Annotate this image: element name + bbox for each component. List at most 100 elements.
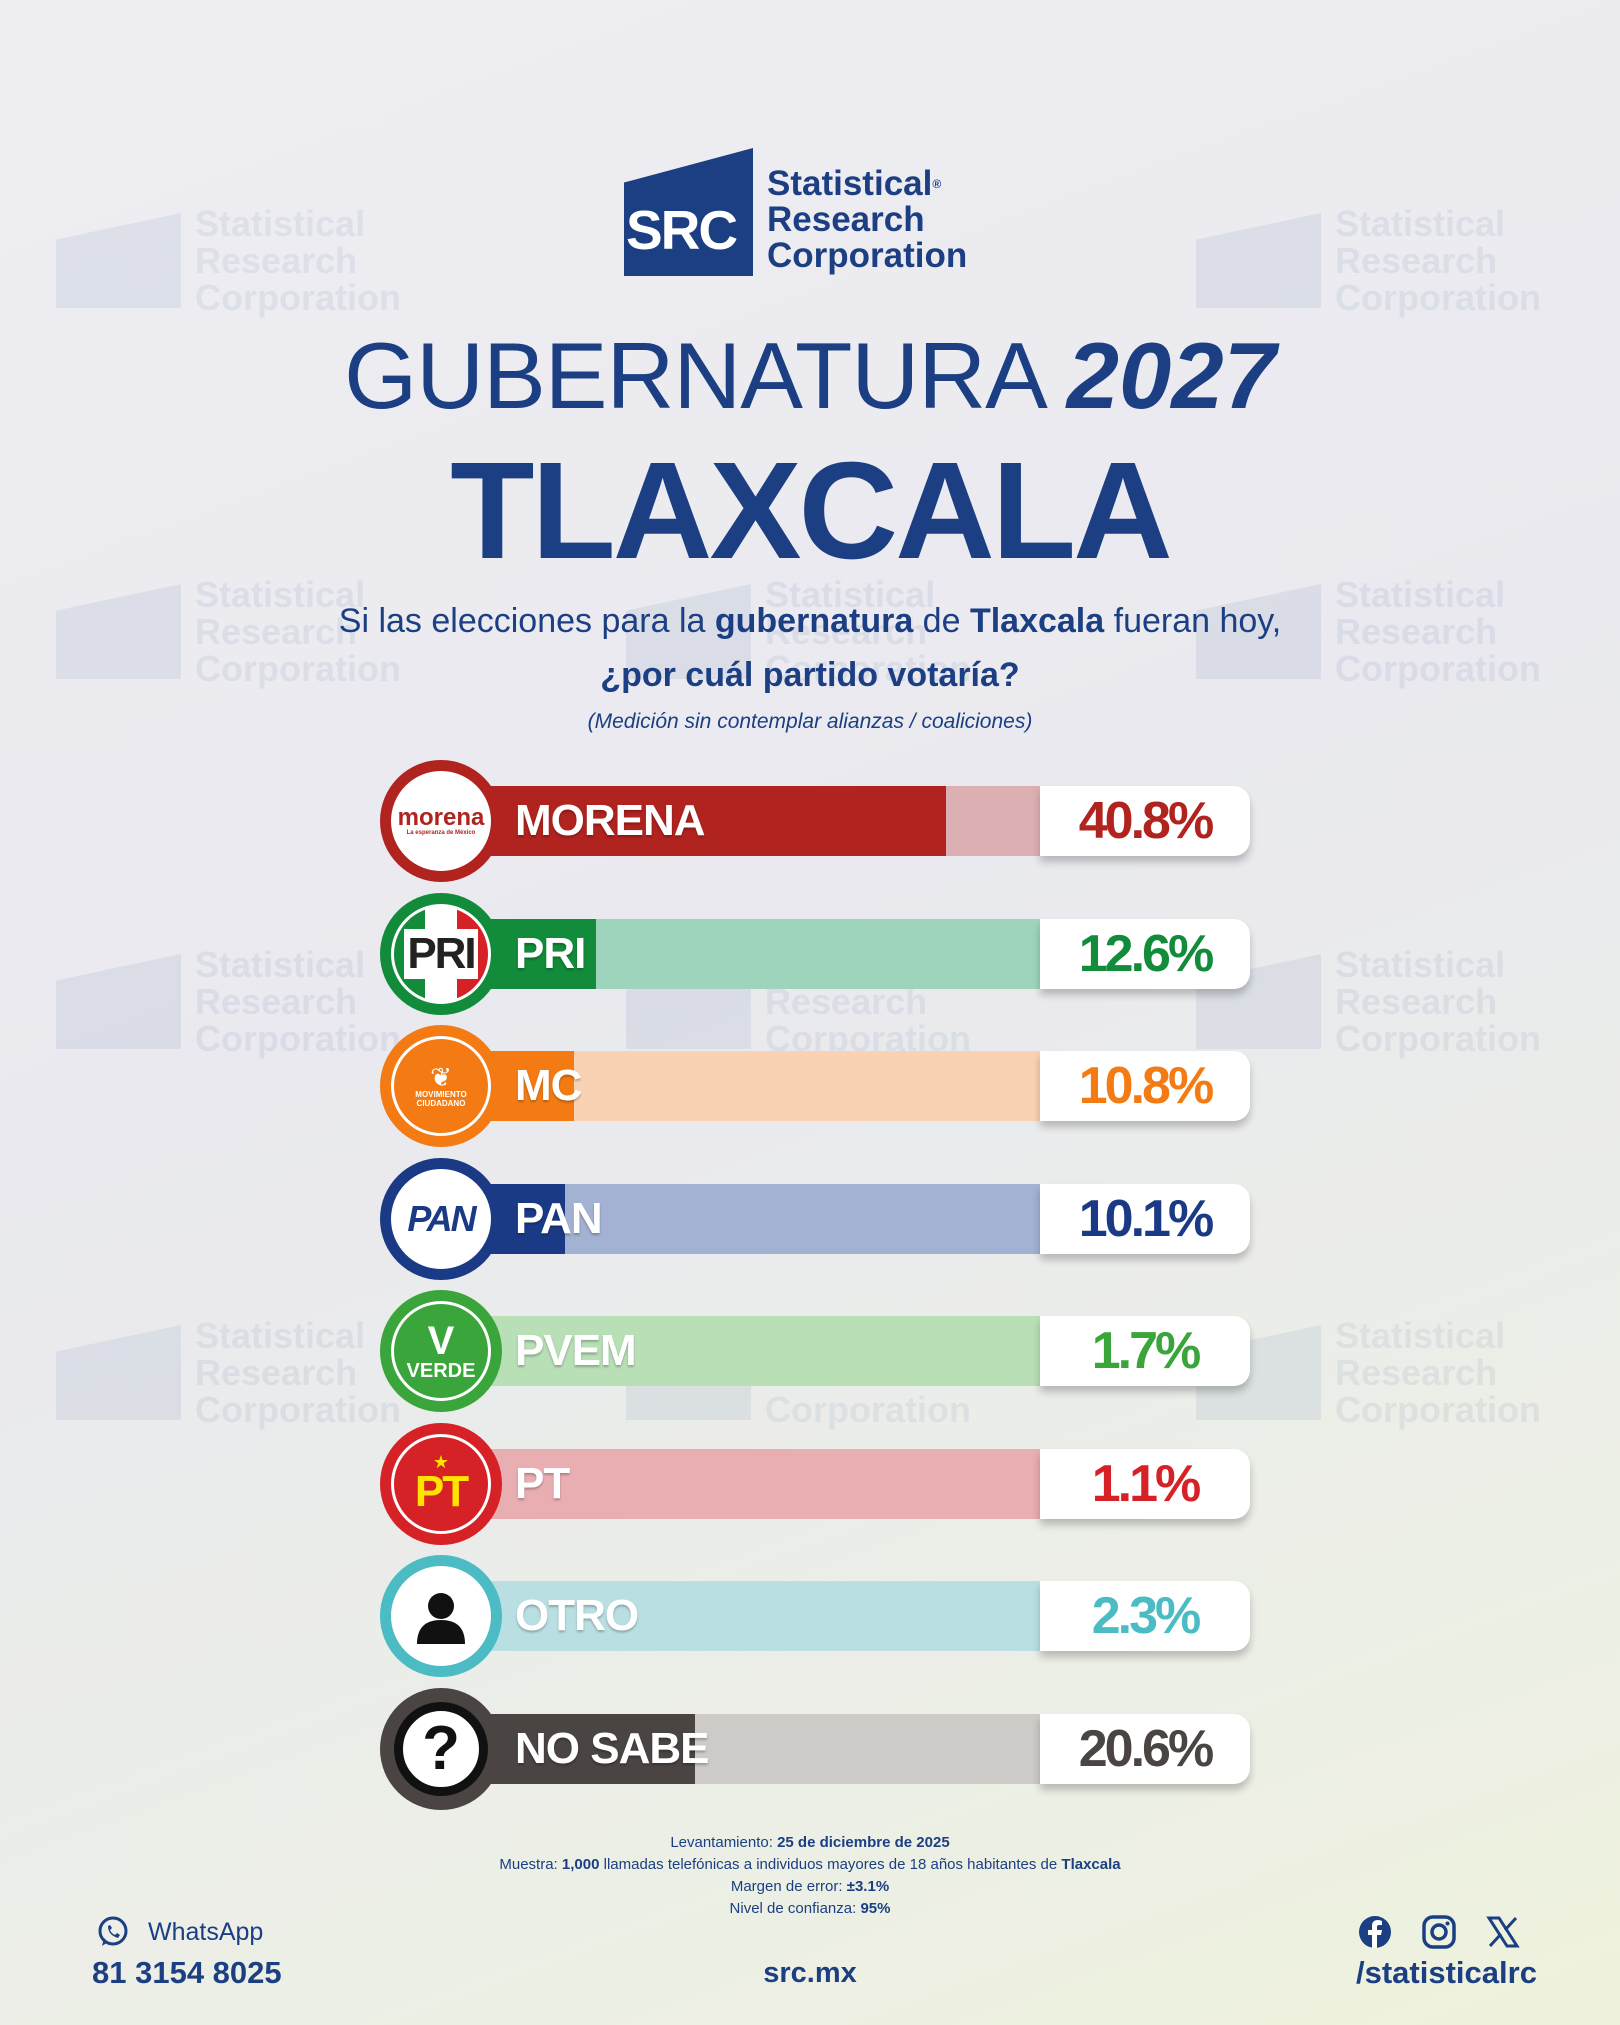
data-label: 12.6% xyxy=(1078,924,1214,983)
bar-row-pt: 1.1% PT ★ PT xyxy=(380,1422,1250,1548)
data-label: 1.7% xyxy=(1091,1322,1202,1380)
state-title: TLAXCALA xyxy=(450,434,1173,588)
registered-mark: ® xyxy=(932,177,942,191)
pt-logo-icon: ★ PT xyxy=(391,1433,491,1534)
meta-label: Margen de error: xyxy=(730,1878,847,1895)
value-box xyxy=(1040,1713,1250,1784)
bar-row-morena: 40.8% MORENA morena La esperanza de México xyxy=(380,760,1250,885)
category-label: OTRO xyxy=(515,1591,639,1640)
bar-row-pri: 12.6% PRI PRI xyxy=(380,892,1250,1018)
meta-label: Levantamiento: xyxy=(670,1834,778,1851)
phone-number[interactable]: 81 3154 8025 xyxy=(92,1955,282,1990)
brand-line3: Corporation xyxy=(767,236,968,275)
question-part: de xyxy=(913,602,970,640)
bar-row-mc: 10.8% MC ❦ MOVIMIENTO CIUDADANO xyxy=(380,1025,1250,1150)
instagram-icon[interactable] xyxy=(1422,1915,1456,1949)
pan-logo-icon: PAN xyxy=(391,1168,491,1269)
meta-value: Tlaxcala xyxy=(1061,1856,1121,1873)
src-logo: SRC Statistical® Research Corporation xyxy=(624,148,967,276)
category-label: NO SABE xyxy=(515,1723,709,1773)
party-badge: PAN xyxy=(380,1157,502,1280)
party-badge: ? xyxy=(380,1687,502,1810)
category-label: PT xyxy=(515,1458,570,1508)
party-badge: ★ PT xyxy=(380,1422,502,1545)
whatsapp-label: WhatsApp xyxy=(148,1917,264,1946)
meta-label: Muestra: xyxy=(499,1856,562,1873)
brand-line1: Statistical xyxy=(767,164,933,203)
website-link[interactable]: src.mx xyxy=(763,1957,857,1989)
pri-logo-icon: PRI xyxy=(391,903,491,1004)
value-box xyxy=(1040,1316,1250,1386)
category-label: MORENA xyxy=(515,796,706,845)
meta-value: 95% xyxy=(860,1900,891,1917)
value-box xyxy=(1040,1183,1250,1254)
person-icon xyxy=(391,1566,491,1666)
whatsapp-icon xyxy=(98,1916,128,1946)
brand-line2: Research xyxy=(767,200,925,239)
question-bold: gubernatura xyxy=(714,602,914,640)
meta-value: ±3.1% xyxy=(846,1878,890,1895)
value-box xyxy=(1040,918,1250,989)
facebook-icon[interactable] xyxy=(1358,1915,1392,1949)
title-year: 2027 xyxy=(1066,323,1276,428)
category-label: PRI xyxy=(515,928,586,978)
question-line2: ¿por cuál partido votaría? xyxy=(600,656,1020,694)
party-badge: ❦ MOVIMIENTO CIUDADANO xyxy=(380,1025,502,1147)
question-part: Si las elecciones para la xyxy=(338,602,715,640)
question-bold: Tlaxcala xyxy=(969,602,1105,640)
value-box xyxy=(1040,1448,1250,1519)
question-note: (Medición sin contemplar alianzas / coal… xyxy=(587,710,1033,733)
data-label: 10.1% xyxy=(1078,1189,1214,1248)
party-badge: PRI xyxy=(380,892,502,1015)
bar-row-otro: 2.3% OTRO xyxy=(380,1555,1250,1680)
bar-track xyxy=(440,1316,1060,1386)
bar-row-no-sabe: 20.6% NO SABE? xyxy=(380,1687,1250,1813)
bar-track xyxy=(440,1448,1060,1519)
meta-value: 25 de diciembre de 2025 xyxy=(777,1834,950,1851)
bar-track xyxy=(440,1581,1060,1651)
title-light: GUBERNATURA xyxy=(344,323,1067,428)
bar-row-pan: 10.1% PAN PAN xyxy=(380,1157,1250,1283)
data-label: 40.8% xyxy=(1078,792,1214,850)
category-label: MC xyxy=(515,1061,582,1110)
party-badge: morena La esperanza de México xyxy=(380,760,502,882)
party-badge xyxy=(380,1555,502,1677)
bar-row-pvem: 1.7% PVEM V VERDE xyxy=(380,1290,1250,1415)
whatsapp-link[interactable]: WhatsApp xyxy=(96,1915,263,1949)
src-logo-wordmark: Statistical® Research Corporation xyxy=(767,166,967,276)
category-label: PVEM xyxy=(515,1326,637,1375)
social-handle[interactable]: /statisticalrc xyxy=(1356,1955,1537,1990)
meta-label: llamadas telefónicas a individuos mayore… xyxy=(599,1856,1062,1873)
category-label: PAN xyxy=(515,1193,603,1243)
data-label: 20.6% xyxy=(1078,1719,1214,1778)
data-label: 10.8% xyxy=(1078,1057,1214,1115)
value-box xyxy=(1040,1581,1250,1651)
question-part: fueran hoy, xyxy=(1104,602,1282,640)
data-label: 2.3% xyxy=(1091,1587,1202,1645)
value-box xyxy=(1040,786,1250,856)
methodology: Levantamiento: 25 de diciembre de 2025 M… xyxy=(0,1832,1620,1920)
src-logo-mark: SRC xyxy=(624,148,753,276)
pvem-logo-icon: V VERDE xyxy=(391,1301,491,1401)
survey-question: Si las elecciones para la gubernatura de… xyxy=(0,594,1620,702)
page-title: GUBERNATURA 2027 xyxy=(0,322,1620,430)
meta-label: Nivel de confianza: xyxy=(729,1900,861,1917)
value-box xyxy=(1040,1051,1250,1121)
mc-logo-icon: ❦ MOVIMIENTO CIUDADANO xyxy=(391,1036,491,1136)
morena-logo-icon: morena La esperanza de México xyxy=(391,771,491,871)
data-label: 1.1% xyxy=(1091,1454,1202,1513)
src-logo-mark-text: SRC xyxy=(626,199,738,261)
social-icons xyxy=(1358,1915,1520,1949)
x-icon[interactable] xyxy=(1486,1915,1520,1949)
bar xyxy=(440,786,946,856)
